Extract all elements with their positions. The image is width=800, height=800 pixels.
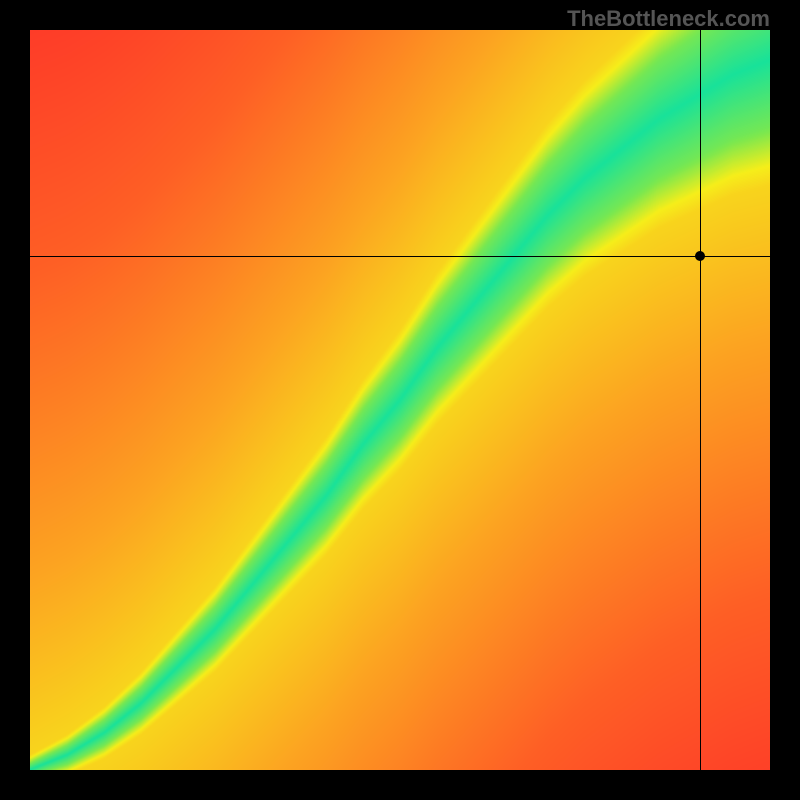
- bottleneck-heatmap-plot: [30, 30, 770, 770]
- crosshair-marker: [695, 251, 705, 261]
- crosshair-horizontal: [30, 256, 770, 257]
- crosshair-vertical: [700, 30, 701, 770]
- watermark-text: TheBottleneck.com: [567, 6, 770, 32]
- heatmap-canvas: [30, 30, 770, 770]
